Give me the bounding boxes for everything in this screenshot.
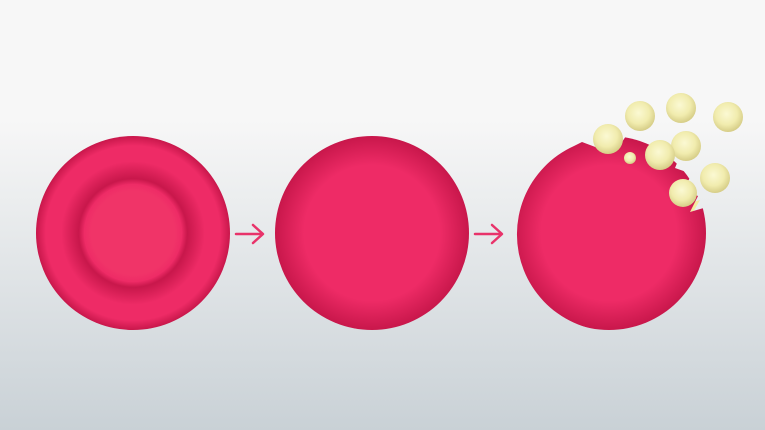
particle: [625, 101, 655, 131]
arrow-right-icon: [473, 223, 504, 245]
particle: [666, 93, 696, 123]
particle: [700, 163, 730, 193]
particle: [713, 102, 743, 132]
ruptured-red-blood-cell: [516, 136, 706, 330]
cell-body: [275, 136, 469, 330]
emerging-particle: [669, 179, 697, 207]
cell-center-disc: [84, 184, 182, 282]
particle: [593, 124, 623, 154]
particle: [624, 152, 636, 164]
normal-red-blood-cell: [36, 136, 230, 330]
swollen-red-blood-cell: [275, 136, 469, 330]
cell-body: [516, 136, 706, 330]
particle: [671, 131, 701, 161]
arrow-right-icon: [234, 223, 265, 245]
released-particles: [593, 93, 743, 193]
particle: [645, 140, 675, 170]
